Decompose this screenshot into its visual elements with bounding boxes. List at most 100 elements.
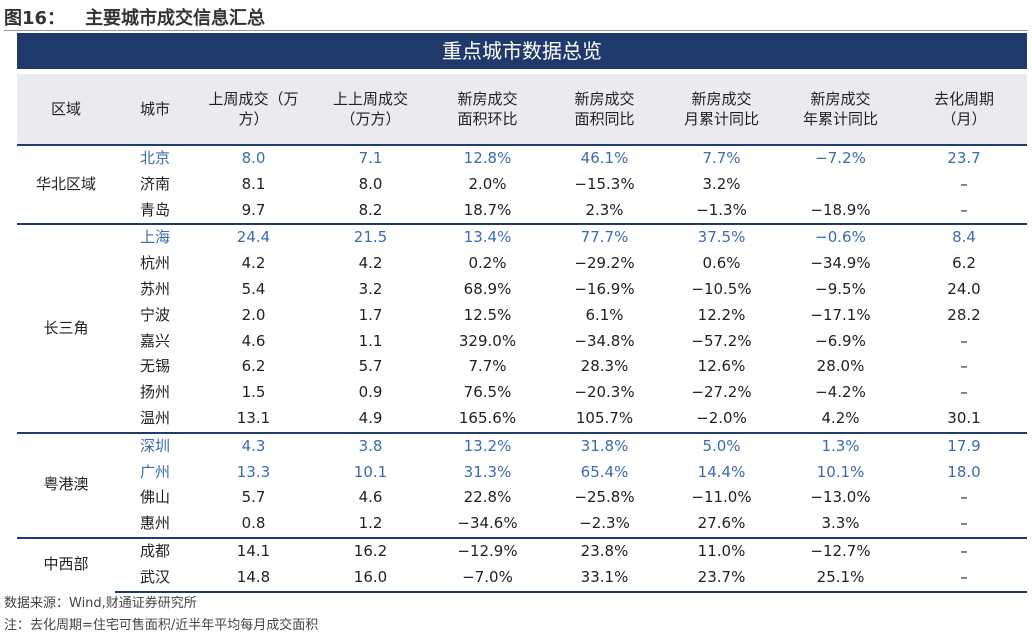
table-row: 广州 13.3 10.1 31.3% 65.4% 14.4% 10.1% 18.0 [17,460,1027,486]
footnote: 注：去化周期=住宅可售面积/近半年平均每月成交面积 [4,618,319,633]
value-cell: 3.8 [312,431,429,460]
column-header: 城市 [115,74,195,146]
table-row: 长三角 上海 24.4 21.5 13.4% 77.7% 37.5% −0.6% 8.4 [17,223,1027,433]
table-row: 青岛 9.7 8.2 18.7% 2.3% −1.3% −18.9% – [17,198,1027,225]
city-cell: 北京 [139,149,170,167]
region-cell: 中西部 [17,536,115,592]
value-cell: 30.1 [947,408,981,427]
table-row: 杭州 4.2 4.2 0.2% −29.2% 0.6% −34.9% 6.2 [17,251,1027,277]
value-cell: 18.0 [947,462,981,481]
value-cell: −17.1% [810,305,871,324]
value-cell: 1.2 [358,514,383,533]
value-cell: 28.0% [816,357,865,376]
city-cell: 武汉 [115,564,195,593]
value-cell: −6.9% [815,331,866,350]
value-cell: 12.5% [463,305,512,324]
value-cell: – [960,357,968,376]
value-cell: −34.8% [574,331,635,350]
value-cell: 24.4 [195,223,312,252]
city-cell: 成都 [115,536,195,565]
value-cell: 8.0 [358,174,383,193]
column-header: 上周成交（万 方） [195,74,312,146]
title: 主要城市成交信息汇总 [85,8,266,29]
value-cell: 0.2% [468,254,507,273]
city-cell: 上海 [115,223,195,252]
figure-label: 图16： [4,8,66,29]
value-cell: 1.5 [241,383,266,402]
figure-title: 图16： 主要城市成交信息汇总 [4,4,285,30]
value-cell: 3.2% [702,174,741,193]
value-cell: 105.7% [575,408,634,427]
column-header: 区域 [17,74,115,146]
value-cell: 3.2 [358,279,383,298]
value-cell: 1.7 [358,305,383,324]
value-cell: 18.7% [463,200,512,219]
city-cell: 杭州 [139,254,170,273]
value-cell: 24.0 [947,279,981,298]
table-row: 粤港澳 深圳 4.3 3.8 13.2% 31.8% 5.0% 1.3% 17.9 [17,431,1027,538]
city-cell: 扬州 [139,383,170,402]
value-cell: – [960,174,968,193]
value-cell: 5.0% [663,431,780,460]
table: 区域 城市 上周成交（万 方） 上上周成交 （万方） 新房成交 面积环比 新房成交 面积同… [17,74,1027,593]
value-cell: 4.2 [241,254,266,273]
value-cell: 4.2% [821,408,860,427]
value-cell [780,172,901,198]
value-cell: −7.2% [815,149,866,167]
value-cell: – [960,514,968,533]
value-cell: 13.3 [236,462,271,481]
value-cell: 17.9 [901,431,1027,460]
column-header: 新房成交 面积环比 [429,74,546,146]
value-cell: – [960,488,968,507]
value-cell: −18.9% [810,200,871,219]
value-cell: 4.6 [241,331,266,350]
value-cell: −25.8% [574,488,635,507]
value-cell: 3.3% [821,514,860,533]
value-cell: 21.5 [312,223,429,252]
value-cell: −10.5% [691,279,752,298]
value-cell: −0.6% [780,223,901,252]
column-header: 新房成交 面积同比 [546,74,663,146]
city-cell: 嘉兴 [139,331,170,350]
value-cell: 37.5% [663,223,780,252]
source-note: 数据来源：Wind,财通证券研究所 [4,596,197,611]
value-cell: −2.3% [579,514,630,533]
value-cell: 8.0 [241,149,266,167]
table-row: 惠州 0.8 1.2 −34.6% −2.3% 27.6% 3.3% – [17,511,1027,538]
table-row: 中西部 成都 14.1 16.2 −12.9% 23.8% 11.0% −12.7% – [17,536,1027,592]
region-cell: 华北区域 [35,174,96,193]
city-cell: 惠州 [139,514,170,533]
value-cell: – [960,383,968,402]
rule [4,30,1028,31]
table-body: 华北区域 北京 8.0 7.1 12.8% 46.1% 7.7% −7.2% 23.7 济南 8.1… [17,145,1027,593]
column-header: 新房成交 年累计同比 [780,74,901,146]
value-cell: −7.0% [429,564,546,593]
value-cell: −15.3% [574,174,635,193]
city-cell: 无锡 [139,357,170,376]
city-cell: 苏州 [139,279,170,298]
value-cell: 13.4% [429,223,546,252]
value-cell: 65.4% [580,462,629,481]
value-cell: 25.1% [780,564,901,593]
value-cell: 0.9 [358,383,383,402]
value-cell: 4.2 [358,254,383,273]
city-cell: 青岛 [139,200,170,219]
value-cell: 31.3% [463,462,512,481]
column-header: 去化周期 （月） [901,74,1027,146]
value-cell: 23.7% [663,564,780,593]
value-cell: −9.5% [815,279,866,298]
value-cell: – [960,200,968,219]
city-cell: 广州 [139,462,170,481]
value-cell: 16.2 [312,536,429,565]
value-cell: 2.0% [468,174,507,193]
value-cell: 5.4 [241,279,266,298]
value-cell: 4.6 [358,488,383,507]
column-header: 新房成交 月累计同比 [663,74,780,146]
value-cell: 6.1% [585,305,624,324]
value-cell: −12.7% [780,536,901,565]
value-cell: 4.9 [358,408,383,427]
value-cell: 10.1 [353,462,388,481]
value-cell: 6.2 [952,254,976,273]
value-cell: 7.7% [702,149,741,167]
